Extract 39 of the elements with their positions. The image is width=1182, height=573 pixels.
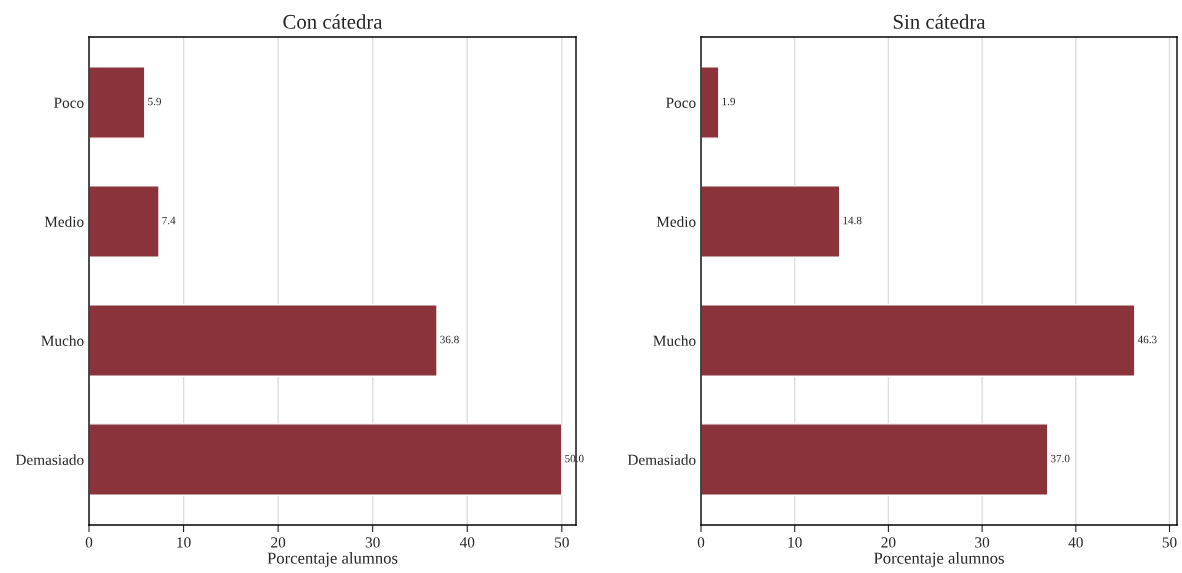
data-label: 46.3 — [1137, 335, 1157, 344]
bar — [89, 185, 160, 258]
data-label: 7.4 — [162, 216, 176, 225]
y-tick-label: Mucho — [41, 335, 84, 346]
data-label: 5.9 — [148, 97, 161, 106]
y-tick-label: Medio — [656, 216, 696, 227]
bar — [89, 304, 438, 377]
x-tick-label: 30 — [975, 537, 990, 548]
y-tick-label: Poco — [666, 97, 696, 108]
x-axis-title: Porcentaje alumnos — [873, 552, 1004, 568]
x-tick-label: 40 — [1068, 537, 1083, 548]
x-tick-label: 50 — [1162, 537, 1177, 548]
x-tick-label: 40 — [459, 537, 475, 548]
x-tick-label: 30 — [365, 537, 380, 548]
x-tick-label: 10 — [788, 537, 802, 548]
data-label: 36.8 — [440, 335, 459, 344]
chart-title: Sin cátedra — [893, 14, 986, 29]
bar — [701, 304, 1136, 377]
x-tick-label: 50 — [555, 537, 569, 548]
chart-title: Con cátedra — [283, 14, 383, 29]
bar — [701, 66, 720, 139]
data-label: 1.9 — [722, 97, 736, 106]
data-label: 14.8 — [843, 216, 862, 225]
bar — [701, 185, 841, 258]
bar — [701, 423, 1049, 496]
y-tick-label: Mucho — [653, 335, 696, 346]
x-tick-label: 20 — [881, 537, 896, 548]
x-tick-label: 0 — [697, 537, 705, 548]
bar — [89, 66, 146, 139]
x-tick-label: 0 — [85, 537, 93, 548]
x-axis-title: Porcentaje alumnos — [267, 552, 398, 568]
y-tick-label: Demasiado — [627, 454, 696, 465]
x-tick-label: 20 — [271, 537, 286, 548]
x-tick-label: 10 — [177, 537, 191, 548]
y-tick-label: Poco — [54, 97, 84, 108]
bar — [89, 423, 563, 496]
data-label: 37.0 — [1051, 454, 1070, 463]
y-tick-label: Demasiado — [15, 454, 84, 465]
y-tick-label: Medio — [44, 216, 84, 227]
